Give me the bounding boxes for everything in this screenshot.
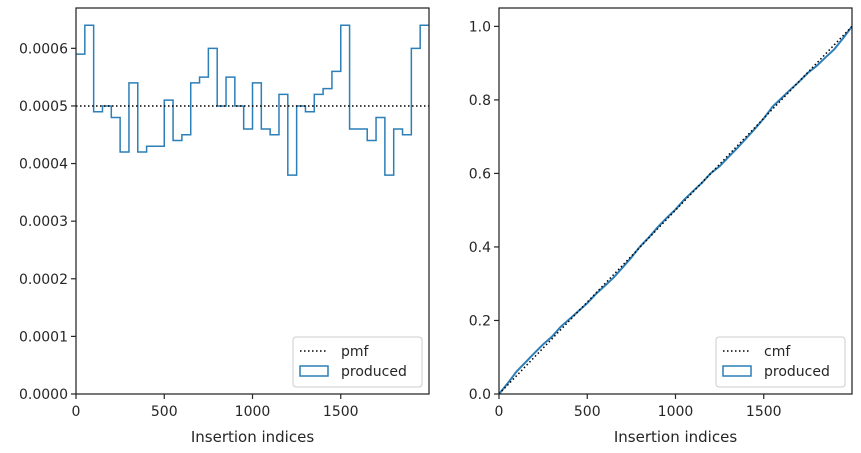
pmf-axes-frame bbox=[75, 7, 430, 395]
cmf-x-tick-label: 0 bbox=[495, 404, 504, 420]
pmf-y-tick-label: 0.0000 bbox=[19, 387, 68, 403]
produced-legend-label: produced bbox=[341, 364, 407, 380]
produced-cumulative-legend-label: produced bbox=[764, 364, 830, 380]
cmf-y-tick-label: 0.4 bbox=[469, 240, 491, 256]
cmf-x-tick-label: 500 bbox=[574, 404, 601, 420]
cmf-y-tick-label: 0.0 bbox=[469, 387, 491, 403]
pmf-legend: pmf produced bbox=[292, 336, 423, 388]
pmf-x-tick-label: 1500 bbox=[323, 404, 359, 420]
pmf-legend-box bbox=[292, 336, 423, 388]
cmf-legend-box bbox=[715, 336, 846, 388]
cmf-y-tick-label: 0.8 bbox=[469, 93, 491, 109]
cmf-x-axis-title: Insertion indices bbox=[614, 428, 737, 446]
cmf-y-tick-label: 0.2 bbox=[469, 313, 491, 329]
cmf-y-ticks: 0.0 0.2 0.4 0.6 0.8 1.0 bbox=[469, 19, 499, 403]
pmf-legend-label: pmf bbox=[341, 344, 370, 360]
pmf-y-tick-label: 0.0001 bbox=[19, 329, 68, 345]
pmf-y-tick-label: 0.0003 bbox=[19, 214, 68, 230]
pmf-x-tick-label: 1000 bbox=[235, 404, 271, 420]
pmf-plot-area bbox=[76, 8, 429, 394]
cmf-axes-frame bbox=[498, 7, 853, 395]
cmf-y-tick-label: 0.6 bbox=[469, 166, 491, 182]
pmf-x-tick-label: 0 bbox=[72, 404, 81, 420]
cmf-panel: 0.0 0.2 0.4 0.6 0.8 1.0 0 500 1000 1500 Insertio… bbox=[469, 7, 853, 446]
produced-cumulative-legend-swatch bbox=[722, 365, 752, 377]
pmf-y-tick-label: 0.0004 bbox=[19, 157, 68, 173]
produced-legend-swatch bbox=[299, 365, 329, 377]
cmf-line bbox=[499, 25, 852, 394]
pmf-y-tick-label: 0.0005 bbox=[19, 99, 68, 115]
cmf-y-tick-label: 1.0 bbox=[469, 19, 491, 35]
cmf-legend: cmf produced bbox=[715, 336, 846, 388]
pmf-x-tick-label: 500 bbox=[151, 404, 178, 420]
pmf-y-tick-label: 0.0002 bbox=[19, 272, 68, 288]
cmf-x-ticks: 0 500 1000 1500 bbox=[495, 394, 782, 420]
cmf-legend-label: cmf bbox=[764, 344, 791, 360]
pmf-x-axis-title: Insertion indices bbox=[191, 428, 314, 446]
pmf-panel: 0.0000 0.0001 0.0002 0.0003 0.0004 0.0005 0.00… bbox=[19, 7, 430, 446]
pmf-y-ticks: 0.0000 0.0001 0.0002 0.0003 0.0004 0.0005 0.00… bbox=[19, 41, 76, 403]
cmf-x-tick-label: 1000 bbox=[658, 404, 694, 420]
pmf-y-tick-label: 0.0006 bbox=[19, 41, 68, 57]
cmf-x-tick-label: 1500 bbox=[746, 404, 782, 420]
pmf-x-ticks: 0 500 1000 1500 bbox=[72, 394, 359, 420]
